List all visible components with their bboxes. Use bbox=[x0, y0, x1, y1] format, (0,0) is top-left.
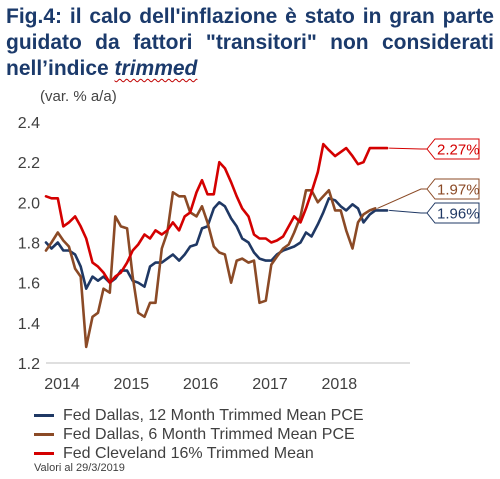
x-tick-label: 2018 bbox=[322, 376, 358, 393]
end-label-dallas12: 1.96% bbox=[437, 206, 480, 223]
x-tick-label: 2014 bbox=[44, 376, 80, 393]
y-unit-label: (var. % a/a) bbox=[40, 88, 117, 105]
series-line-dallas12 bbox=[44, 197, 389, 291]
y-tick-label: 1.6 bbox=[18, 276, 40, 293]
legend-swatch-dallas12 bbox=[34, 414, 54, 417]
legend-label-dallas6: Fed Dallas, 6 Month Trimmed Mean PCE bbox=[63, 425, 355, 443]
y-tick-label: 2.0 bbox=[18, 195, 40, 212]
end-labels: 2.27% 1.97% 1.96% bbox=[377, 138, 480, 224]
x-tick-label: 2016 bbox=[183, 376, 219, 393]
x-tick-label: 2015 bbox=[114, 376, 150, 393]
x-tick-label: 2017 bbox=[252, 376, 288, 393]
end-label-cleveland: 2.27% bbox=[437, 142, 480, 159]
end-label-dallas6: 1.97% bbox=[437, 182, 480, 199]
y-tick-label: 1.2 bbox=[18, 356, 40, 373]
legend-item-dallas6: Fed Dallas, 6 Month Trimmed Mean PCE bbox=[34, 425, 364, 444]
chart-title: Fig.4: il calo dell'inflazione è stato i… bbox=[6, 4, 494, 82]
end-label-box bbox=[426, 138, 480, 160]
y-tick-label: 1.8 bbox=[18, 236, 40, 253]
legend-swatch-cleveland bbox=[34, 452, 54, 455]
end-label-pointer bbox=[377, 188, 427, 209]
chart-series bbox=[44, 142, 389, 349]
source-note: Valori al 29/3/2019 bbox=[34, 462, 125, 474]
end-label-box bbox=[426, 178, 480, 200]
legend-label-cleveland: Fed Cleveland 16% Trimmed Mean bbox=[63, 444, 314, 462]
legend-swatch-dallas6 bbox=[34, 433, 54, 436]
series-line-dallas6 bbox=[44, 189, 377, 349]
end-label-box bbox=[426, 202, 480, 224]
y-tick-label: 1.4 bbox=[18, 316, 40, 333]
chart-axes: 1.2 1.4 1.6 1.8 2.0 2.2 2.4 2014 2015 2016 2017 201… bbox=[18, 115, 410, 393]
chart-title-text: Fig.4: il calo dell'inflazione è stato i… bbox=[6, 5, 494, 80]
legend-item-cleveland: Fed Cleveland 16% Trimmed Mean bbox=[34, 444, 364, 463]
legend-label-dallas12: Fed Dallas, 12 Month Trimmed Mean PCE bbox=[63, 406, 364, 424]
end-label-pointer bbox=[389, 209, 427, 214]
legend: Fed Dallas, 12 Month Trimmed Mean PCE Fe… bbox=[34, 406, 364, 463]
y-tick-label: 2.2 bbox=[18, 155, 40, 172]
y-tick-label: 2.4 bbox=[18, 115, 40, 132]
chart-title-italic: trimmed bbox=[114, 57, 198, 80]
end-label-pointer bbox=[389, 147, 427, 150]
series-line-cleveland bbox=[44, 142, 389, 285]
legend-item-dallas12: Fed Dallas, 12 Month Trimmed Mean PCE bbox=[34, 406, 364, 425]
